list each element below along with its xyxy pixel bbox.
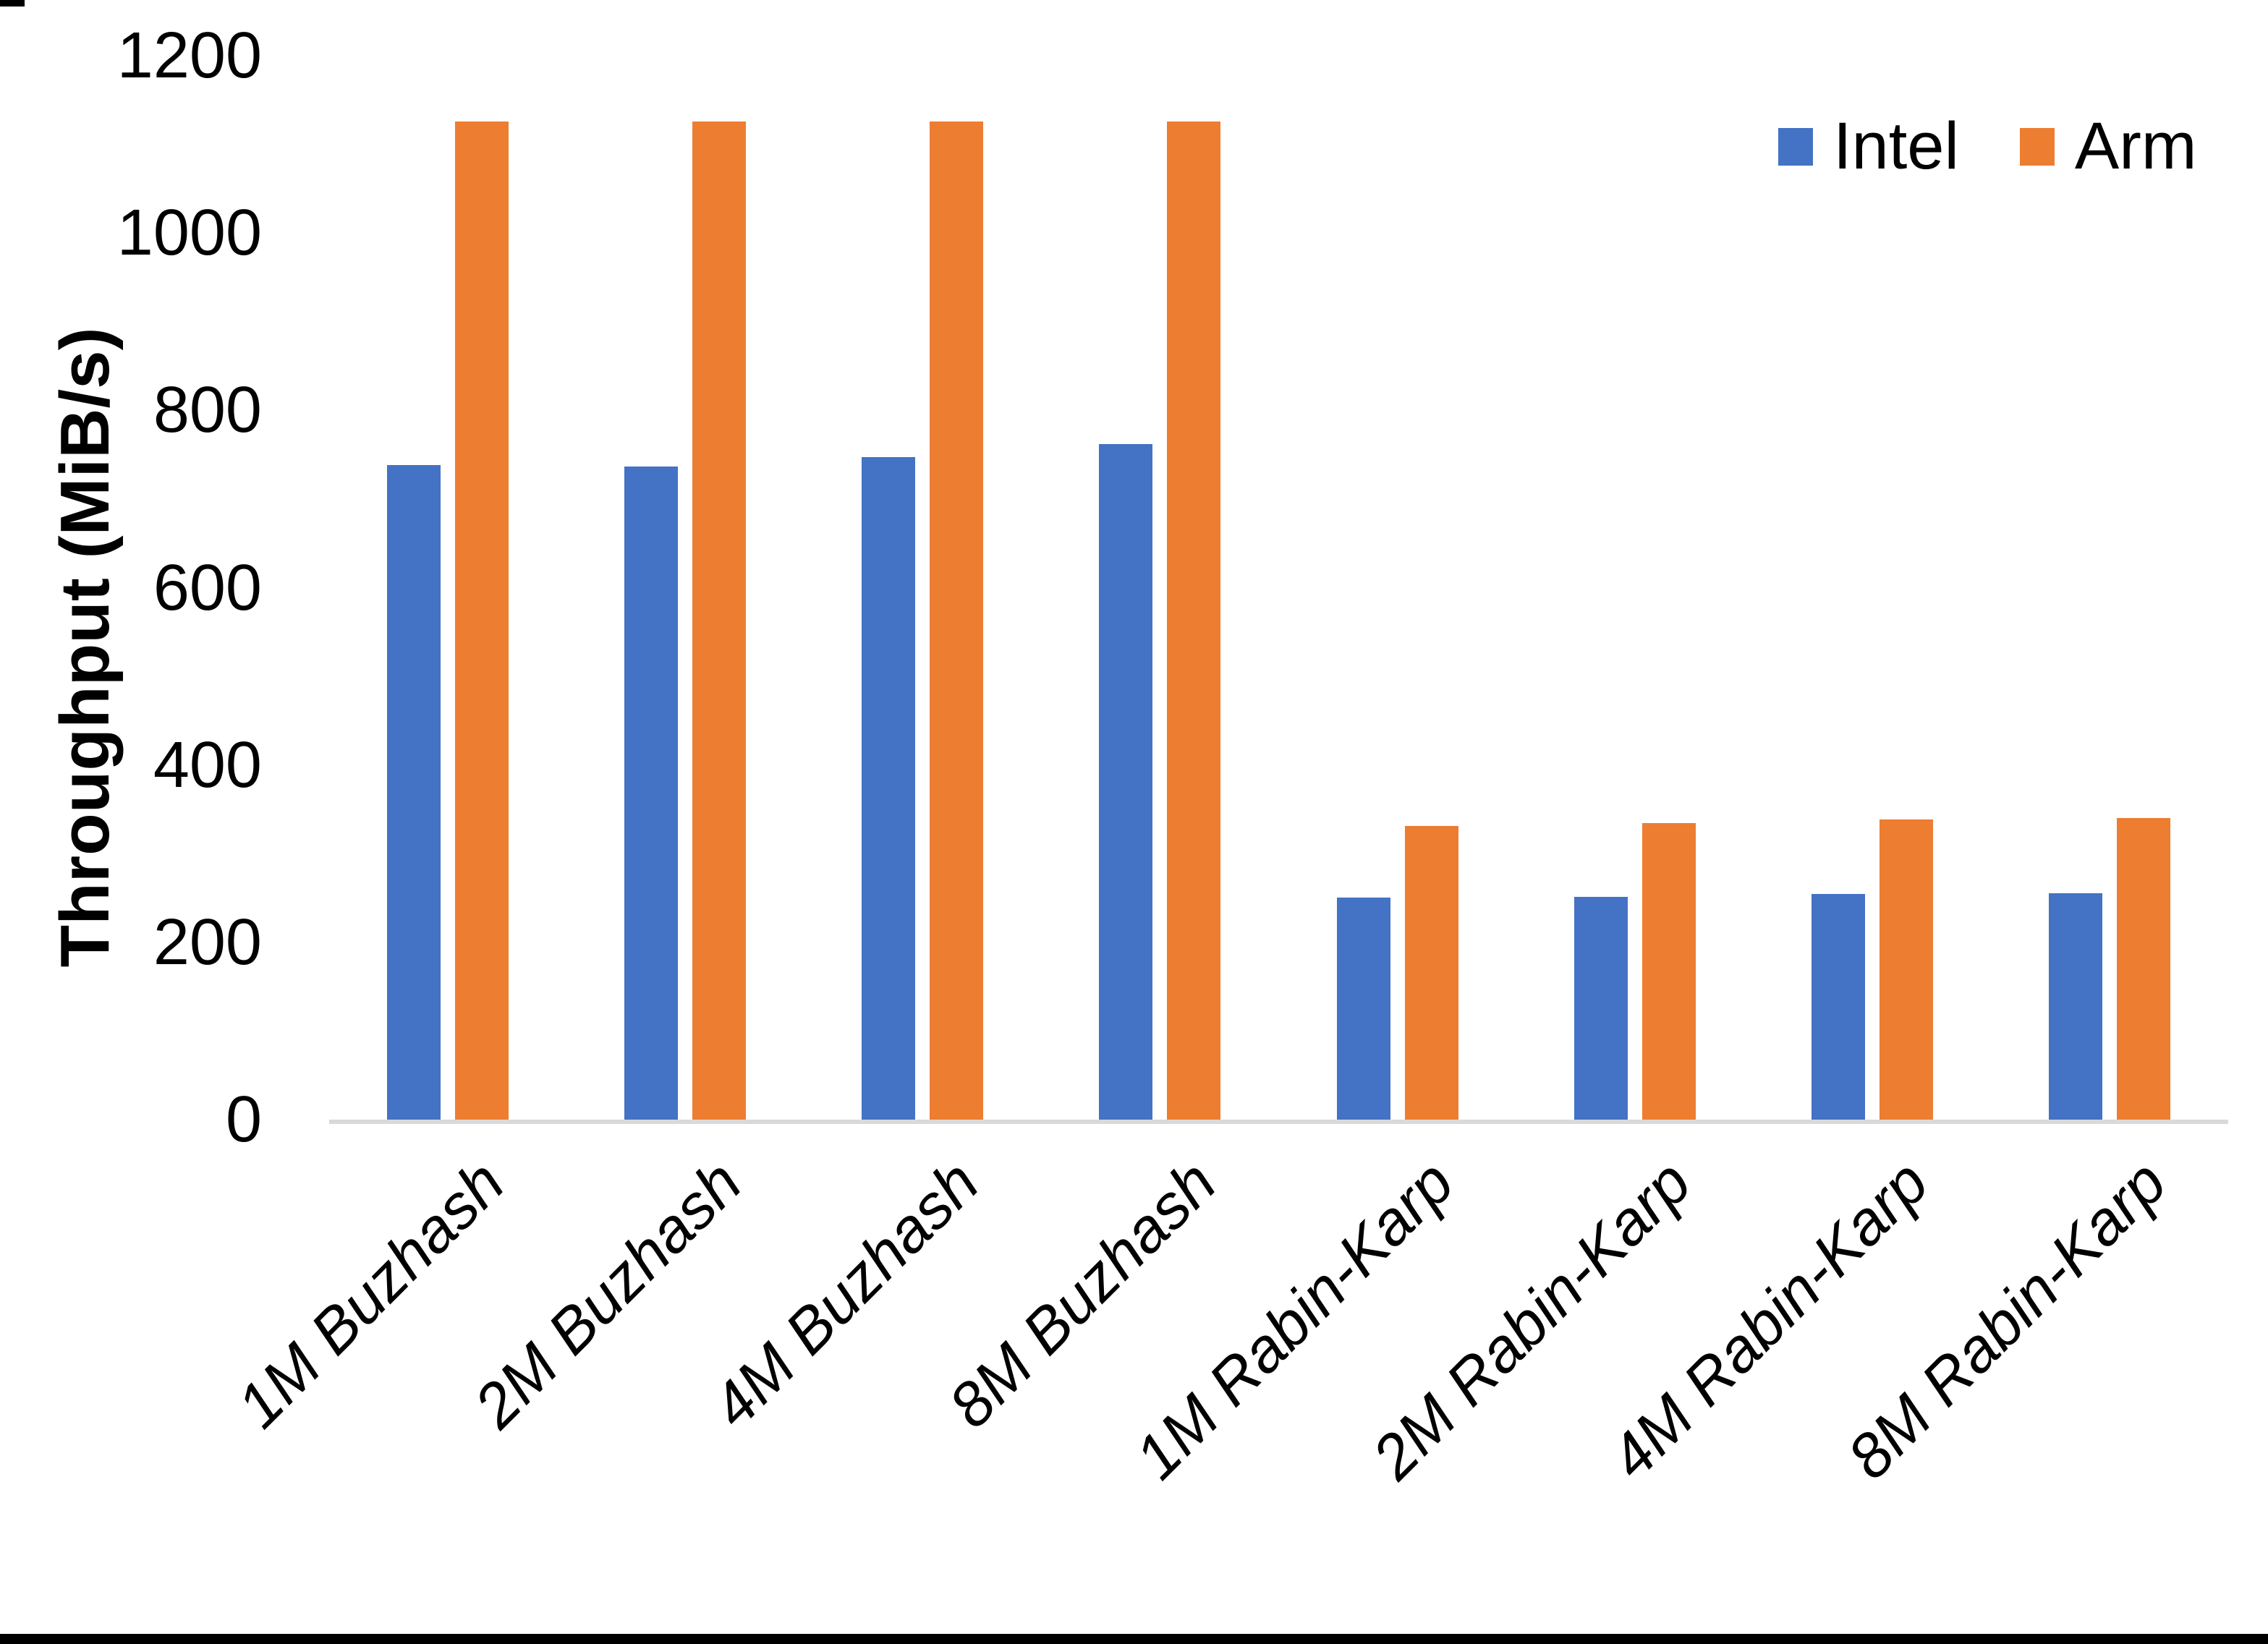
bar-intel-2m-rabin-karp (1574, 897, 1628, 1122)
bar-arm-2m-buzhash (692, 122, 746, 1122)
legend-swatch-arm-icon (2019, 127, 2055, 166)
bar-intel-8m-buzhash (1099, 444, 1152, 1122)
legend-swatch-intel-icon (1778, 127, 1813, 166)
y-tick-label-1200: 1200 (116, 20, 262, 92)
legend-label-intel: Intel (1833, 109, 1959, 183)
bar-arm-4m-rabin-karp (1880, 819, 1933, 1122)
legend: Intel Arm (1778, 108, 2197, 185)
bar-arm-2m-rabin-karp (1642, 823, 1696, 1122)
y-tick-label-0: 0 (225, 1083, 262, 1156)
x-axis-line (329, 1120, 2228, 1124)
y-tick-label-1000: 1000 (116, 197, 262, 270)
bar-intel-8m-rabin-karp (2049, 893, 2102, 1122)
bar-arm-4m-buzhash (930, 122, 983, 1122)
bar-arm-1m-rabin-karp (1405, 826, 1458, 1122)
legend-item-intel: Intel (1778, 108, 1959, 185)
legend-item-arm: Arm (2019, 108, 2197, 185)
y-tick-label-400: 400 (153, 728, 262, 801)
bar-arm-8m-rabin-karp (2117, 818, 2170, 1122)
bar-arm-1m-buzhash (455, 122, 509, 1122)
legend-label-arm: Arm (2074, 109, 2197, 183)
bar-intel-1m-buzhash (387, 465, 441, 1122)
bottom-border (0, 1634, 2268, 1644)
bar-intel-2m-buzhash (624, 467, 678, 1122)
y-tick-label-200: 200 (153, 906, 262, 979)
y-tick-label-800: 800 (153, 374, 262, 447)
bar-intel-1m-rabin-karp (1337, 898, 1390, 1122)
bar-arm-8m-buzhash (1167, 122, 1220, 1122)
bar-intel-4m-buzhash (862, 457, 915, 1122)
bar-intel-4m-rabin-karp (1812, 894, 1865, 1122)
y-tick-label-600: 600 (153, 551, 262, 624)
top-left-border-fragment (0, 0, 25, 7)
